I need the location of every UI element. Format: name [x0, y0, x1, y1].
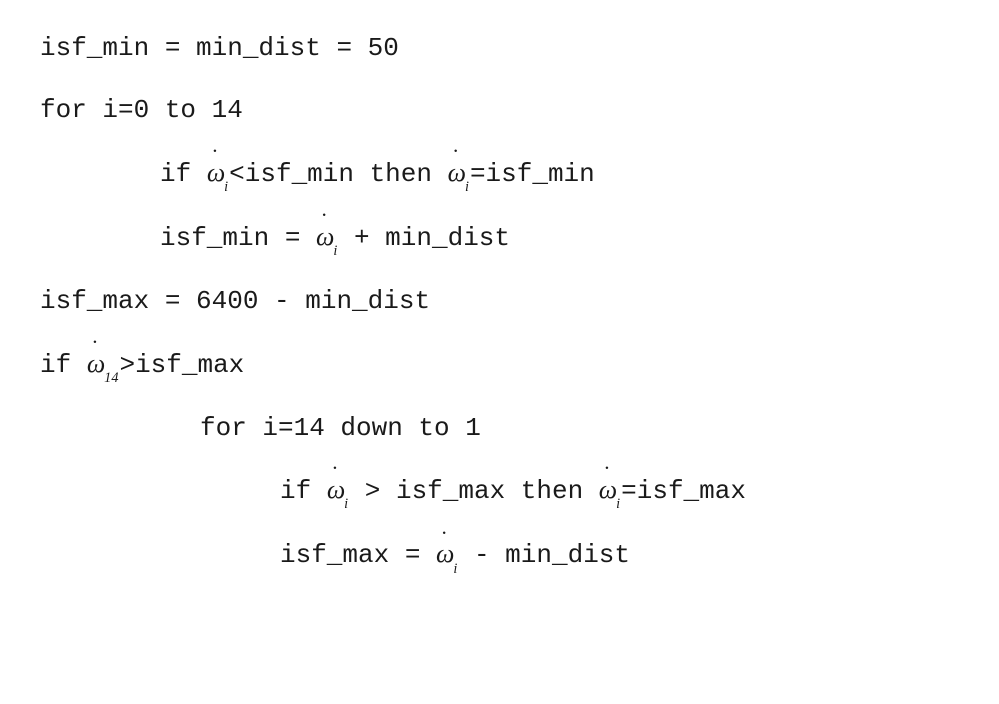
omega-i-icon: ˙ωi — [436, 536, 458, 574]
code-text: =isf_min — [470, 159, 595, 189]
omega-i-icon: ˙ωi — [448, 155, 470, 193]
omega-i-icon: ˙ωi — [316, 219, 338, 257]
code-text: if — [280, 476, 327, 506]
code-text: > isf_max then — [349, 476, 599, 506]
code-line-9: isf_max = ˙ωi - min_dist — [40, 536, 959, 574]
code-text: - min_dist — [458, 540, 630, 570]
code-line-1: isf_min = min_dist = 50 — [40, 30, 959, 66]
code-text: isf_min = min_dist = 50 — [40, 33, 399, 63]
code-line-2: for i=0 to 14 — [40, 92, 959, 128]
code-line-3: if ˙ωi<isf_min then ˙ωi=isf_min — [40, 155, 959, 193]
code-text: for i=14 down to 1 — [200, 413, 481, 443]
code-line-6: if ˙ω14>isf_max — [40, 346, 959, 384]
code-text: if — [40, 350, 87, 380]
code-text: isf_max = — [280, 540, 436, 570]
code-text: <isf_min then — [229, 159, 447, 189]
code-text: for i=0 to 14 — [40, 95, 243, 125]
code-text: if — [160, 159, 207, 189]
code-line-4: isf_min = ˙ωi + min_dist — [40, 219, 959, 257]
code-line-5: isf_max = 6400 - min_dist — [40, 283, 959, 319]
code-text: + min_dist — [338, 223, 510, 253]
code-text: isf_max = 6400 - min_dist — [40, 286, 430, 316]
omega-i-icon: ˙ωi — [327, 472, 349, 510]
omega-i-icon: ˙ωi — [599, 472, 621, 510]
code-line-8: if ˙ωi > isf_max then ˙ωi=isf_max — [40, 472, 959, 510]
code-text: =isf_max — [621, 476, 746, 506]
omega-i-icon: ˙ωi — [207, 155, 229, 193]
code-line-7: for i=14 down to 1 — [40, 410, 959, 446]
omega-14-icon: ˙ω14 — [87, 346, 120, 384]
code-text: isf_min = — [160, 223, 316, 253]
code-text: >isf_max — [119, 350, 244, 380]
